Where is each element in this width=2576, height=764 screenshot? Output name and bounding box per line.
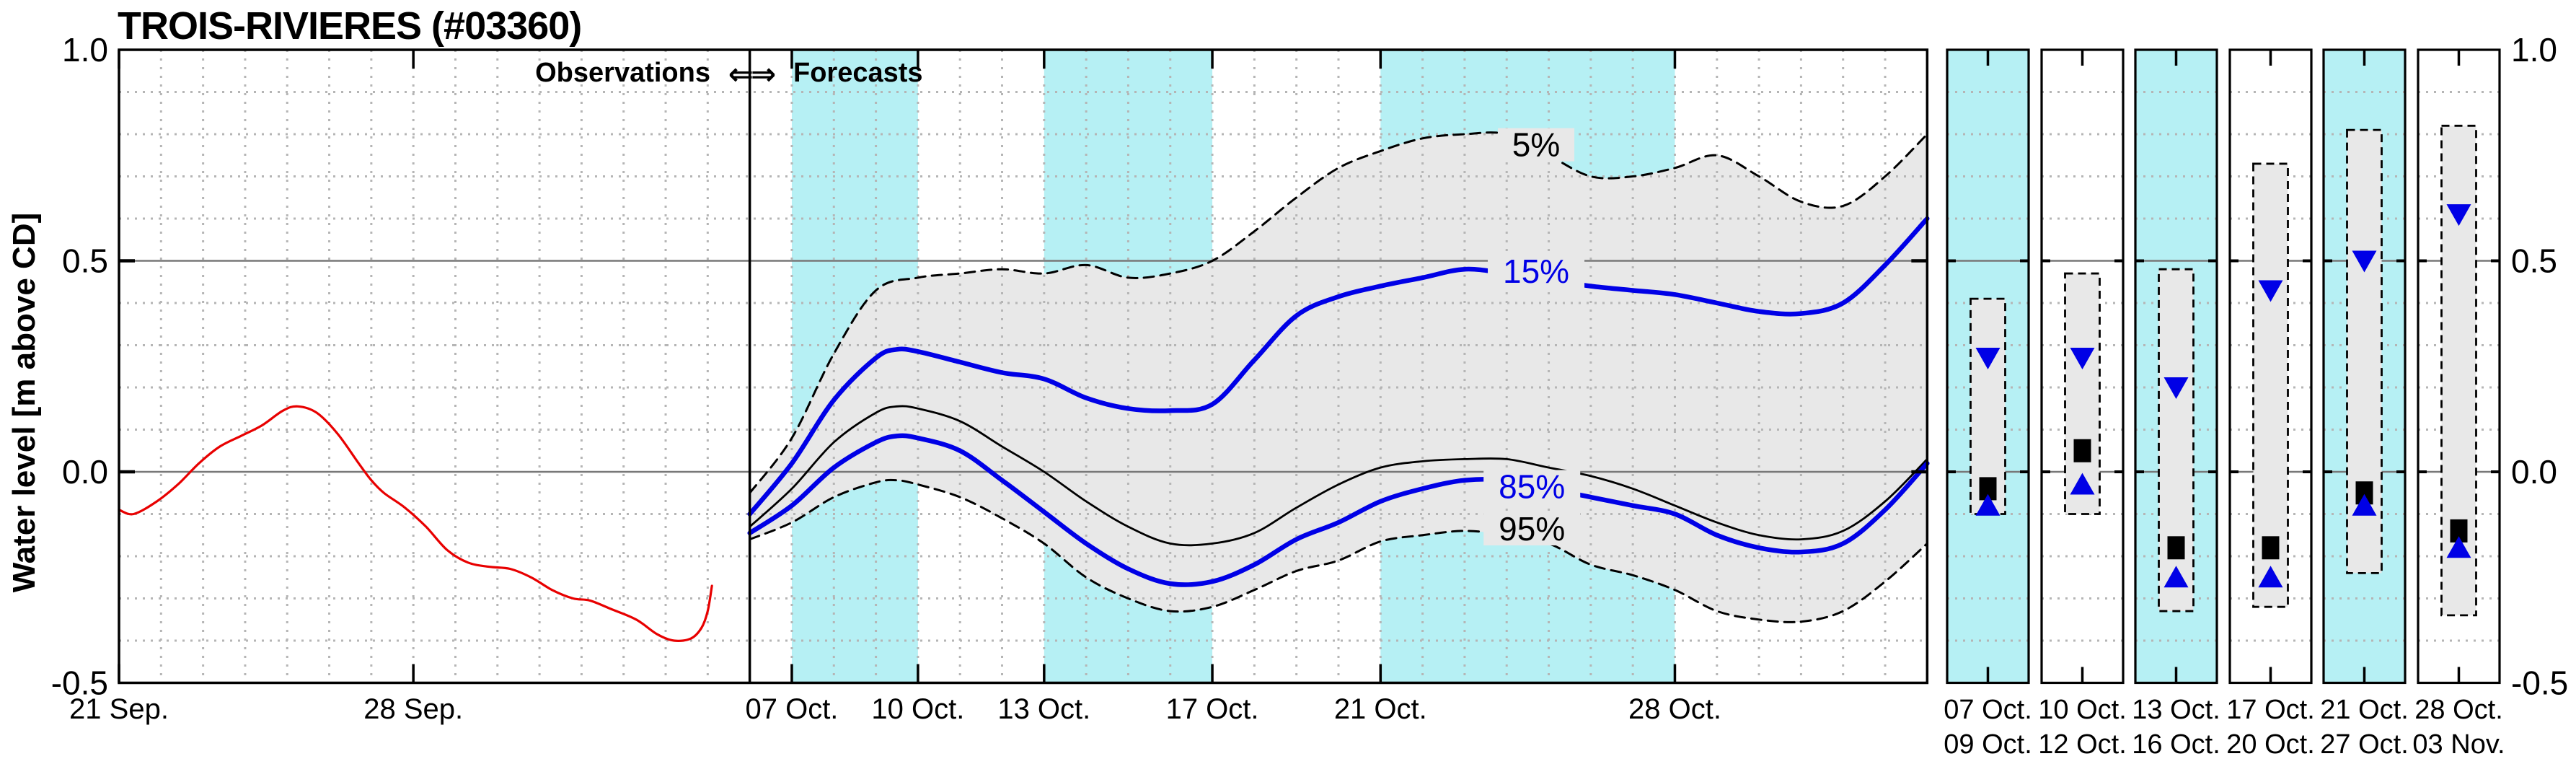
y-axis-tick-label: 0.0 [62, 453, 108, 491]
panel-50pct-min-square-icon [2073, 439, 2091, 462]
x-axis-tick-label: 21 Sep. [69, 693, 169, 725]
panel-period-start-label: 28 Oct. [2414, 695, 2503, 725]
y-axis-title: Water level [m above CD] [6, 212, 42, 593]
y-axis-tick-label: 1.0 [62, 31, 108, 69]
panel-85pct-min-triangle-up-icon [2352, 493, 2377, 516]
panel-range-bar [2158, 268, 2195, 612]
x-axis-tick-label: 13 Oct. [997, 693, 1090, 725]
panel-85pct-min-triangle-up-icon [2070, 473, 2095, 495]
curve-label-5pct: 5% [1512, 126, 1560, 164]
panel-15pct-max-triangle-down-icon [2258, 280, 2283, 302]
percentile-50pct-line [749, 405, 1928, 547]
forecasts-section-label: Forecasts [793, 58, 923, 88]
panel-85pct-min-triangle-up-icon [2258, 566, 2283, 588]
panel-15pct-max-triangle-down-icon [2163, 377, 2189, 399]
panel-range-bar [2346, 128, 2383, 574]
x-axis-tick-label: 28 Oct. [1628, 693, 1721, 725]
panel-period-end-label: 16 Oct. [2132, 729, 2220, 760]
percentile-5pct-line [749, 131, 1928, 494]
curve-label-backdrop [1498, 128, 1575, 162]
panel-85pct-min-triangle-up-icon [2446, 536, 2471, 558]
percentile-15pct-line [747, 216, 1930, 517]
panel-15pct-max-triangle-down-icon [2070, 348, 2095, 370]
panel-period-end-label: 12 Oct. [2038, 729, 2127, 760]
panel-50pct-min-square-icon [2262, 536, 2280, 560]
percentile-85pct-line [747, 433, 1930, 587]
panel-period-start-label: 07 Oct. [1944, 695, 2032, 725]
panel-85pct-min-triangle-up-icon [1975, 493, 2001, 516]
right-axis-tick-label: 0.0 [2511, 453, 2557, 491]
panel-period-end-label: 20 Oct. [2226, 729, 2315, 760]
page-title: TROIS-RIVIERES (#03360) [118, 4, 582, 48]
x-axis-tick-label: 10 Oct. [871, 693, 964, 725]
panel-85pct-min-triangle-up-icon [2163, 566, 2189, 588]
panel-period-end-label: 03 Nov. [2412, 729, 2505, 760]
side-panel [2228, 48, 2313, 685]
x-axis-tick-label: 07 Oct. [745, 693, 838, 725]
curve-label-15pct: 15% [1503, 253, 1569, 290]
right-axis-tick-label: -0.5 [2511, 664, 2568, 702]
percentile-95pct-line [749, 478, 1928, 623]
observed-water-level-line [118, 405, 713, 642]
panel-15pct-max-triangle-down-icon [2446, 204, 2471, 227]
side-panel [2322, 48, 2407, 685]
x-axis-tick-label: 17 Oct. [1166, 693, 1259, 725]
right-axis-tick-label: 0.5 [2511, 242, 2557, 280]
panel-period-start-label: 21 Oct. [2320, 695, 2409, 725]
uncertainty-envelope [749, 132, 1928, 623]
panel-50pct-min-square-icon [2167, 536, 2185, 560]
curve-label-95pct: 95% [1499, 510, 1565, 548]
panel-period-end-label: 27 Oct. [2320, 729, 2409, 760]
side-panel [2134, 48, 2218, 685]
panel-period-end-label: 09 Oct. [1944, 729, 2032, 760]
panel-period-start-label: 10 Oct. [2038, 695, 2127, 725]
curve-label-backdrop [1483, 470, 1581, 504]
panel-period-start-label: 17 Oct. [2226, 695, 2315, 725]
y-axis-tick-label: 0.5 [62, 242, 108, 280]
curve-label-85pct: 85% [1499, 467, 1565, 505]
x-axis-tick-label: 28 Sep. [363, 693, 463, 725]
side-panel [1946, 48, 2030, 685]
observations-section-label: Observations [535, 58, 710, 88]
x-axis-tick-label: 21 Oct. [1334, 693, 1427, 725]
right-axis-tick-label: 1.0 [2511, 31, 2557, 69]
curve-label-backdrop [1483, 511, 1581, 545]
panel-15pct-max-triangle-down-icon [1975, 348, 2001, 370]
y-axis-tick-label: -0.5 [51, 664, 108, 702]
panel-15pct-max-triangle-down-icon [2352, 250, 2377, 273]
panel-period-start-label: 13 Oct. [2132, 695, 2220, 725]
panel-range-bar [2252, 162, 2289, 608]
curve-label-backdrop [1488, 255, 1585, 289]
observations-forecasts-arrows-icon: ⇐⇒ [728, 57, 776, 91]
side-panel [2417, 48, 2501, 685]
side-panel [2040, 48, 2125, 685]
main-plot-border [118, 48, 1929, 685]
